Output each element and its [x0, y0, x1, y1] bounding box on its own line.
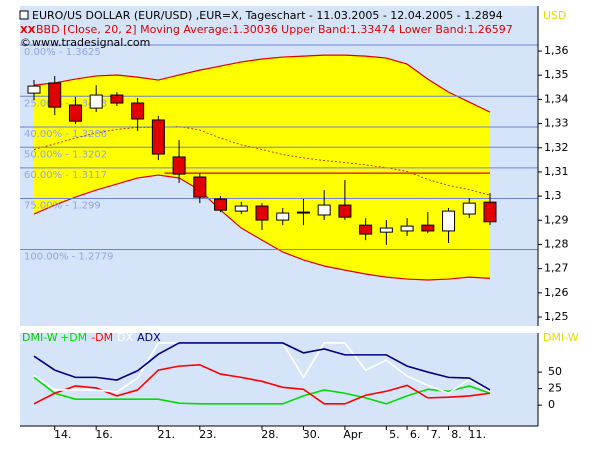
- credit: www.tradesignal.com: [32, 36, 150, 49]
- legend-entry: -DM: [91, 331, 113, 344]
- y-tick-label: 25: [548, 382, 562, 395]
- candle-body: [131, 102, 145, 120]
- chart-subtitle: BBD [Close, 20, 2] Moving Average:1.3003…: [36, 23, 513, 36]
- band-upper: [33, 54, 491, 113]
- x-tick-label: 11.: [469, 428, 487, 441]
- y-tick-label: 1,33: [544, 117, 569, 130]
- bbd-icon: XX: [20, 25, 36, 36]
- candle-body: [48, 82, 62, 108]
- candle-body: [27, 85, 41, 94]
- candle-body: [110, 94, 124, 104]
- fib-label: 50.00% - 1.3202: [24, 149, 107, 160]
- legend-entry: DX: [117, 331, 133, 344]
- candle-body: [338, 204, 352, 218]
- copyright-icon: ©: [20, 36, 31, 49]
- fib-label: 100.00% - 1.2779: [24, 252, 113, 263]
- legend-entry: ADX: [137, 331, 161, 344]
- fib-label: 40.00% - 1.3286: [24, 129, 107, 140]
- x-tick-label: 6.: [410, 428, 421, 441]
- candle-body: [296, 211, 310, 214]
- candle-body: [400, 225, 414, 232]
- candle-body: [421, 224, 435, 232]
- x-tick-label: 14.: [54, 428, 72, 441]
- indicator-unit-label: DMI-W: [543, 331, 579, 344]
- fib-label: 60.00% - 1.3117: [24, 170, 107, 181]
- y-tick-label: 1,31: [544, 165, 569, 178]
- y-tick-label: 50: [548, 365, 562, 378]
- fib-label: 25.00% - 1.3413: [24, 98, 107, 109]
- y-tick-label: 1,36: [544, 44, 569, 57]
- candle-body: [172, 156, 186, 175]
- candle-body: [234, 205, 248, 212]
- indicator-plot-background: [20, 333, 538, 426]
- x-tick-label: 23.: [199, 428, 217, 441]
- candle-body: [317, 204, 331, 216]
- candle-body: [276, 212, 290, 221]
- y-tick-label: 1,3: [544, 189, 562, 202]
- y-tick-label: 1,35: [544, 68, 569, 81]
- x-tick-label: 16.: [95, 428, 113, 441]
- candle-body: [255, 205, 269, 221]
- indicator-line: [33, 342, 491, 391]
- layers: 0.00% - 1.3625 25.00% - 1.3413 40.00% - 1.…: [20, 6, 569, 441]
- candle-body: [442, 210, 456, 232]
- y-tick-label: 1,27: [544, 262, 569, 275]
- unit-label: USD: [543, 9, 567, 22]
- y-tick-label: 1,34: [544, 92, 569, 105]
- band-lower: [33, 174, 491, 281]
- y-tick-label: 0: [548, 398, 555, 411]
- candle-body: [151, 119, 165, 155]
- title-icon: [19, 10, 29, 20]
- candle-body: [379, 227, 393, 233]
- candle-body: [89, 94, 103, 109]
- chart-title: EURO/US DOLLAR (EUR/USD) ,EUR=X, Tagesch…: [32, 9, 503, 22]
- y-tick-label: 1,25: [544, 310, 569, 323]
- indicator-line: [33, 363, 491, 405]
- candle-body: [483, 201, 497, 223]
- x-tick-label: 30.: [303, 428, 321, 441]
- x-tick-label: 21.: [158, 428, 176, 441]
- indicator-title: DMI-W: [22, 331, 58, 344]
- candle-body: [462, 202, 476, 215]
- x-tick-label: 8.: [451, 428, 462, 441]
- candle-body: [68, 104, 82, 122]
- y-tick-label: 1,29: [544, 213, 569, 226]
- indicator-line: [33, 376, 491, 405]
- x-tick-label: Apr: [343, 428, 363, 441]
- candle-body: [193, 176, 207, 198]
- y-tick-label: 1,26: [544, 286, 569, 299]
- fib-label: 75.00% - 1.299: [24, 201, 101, 212]
- x-tick-label: 28.: [261, 428, 279, 441]
- moving-average: [33, 126, 491, 196]
- y-tick-label: 1,28: [544, 237, 569, 250]
- fib-label: 0.00% - 1.3625: [24, 47, 101, 58]
- x-tick-label: 5.: [389, 428, 400, 441]
- y-tick-label: 1,32: [544, 141, 569, 154]
- legend-entry: +DM: [60, 331, 87, 344]
- candle-body: [214, 198, 228, 211]
- candle-body: [359, 224, 373, 235]
- x-tick-label: 7.: [431, 428, 442, 441]
